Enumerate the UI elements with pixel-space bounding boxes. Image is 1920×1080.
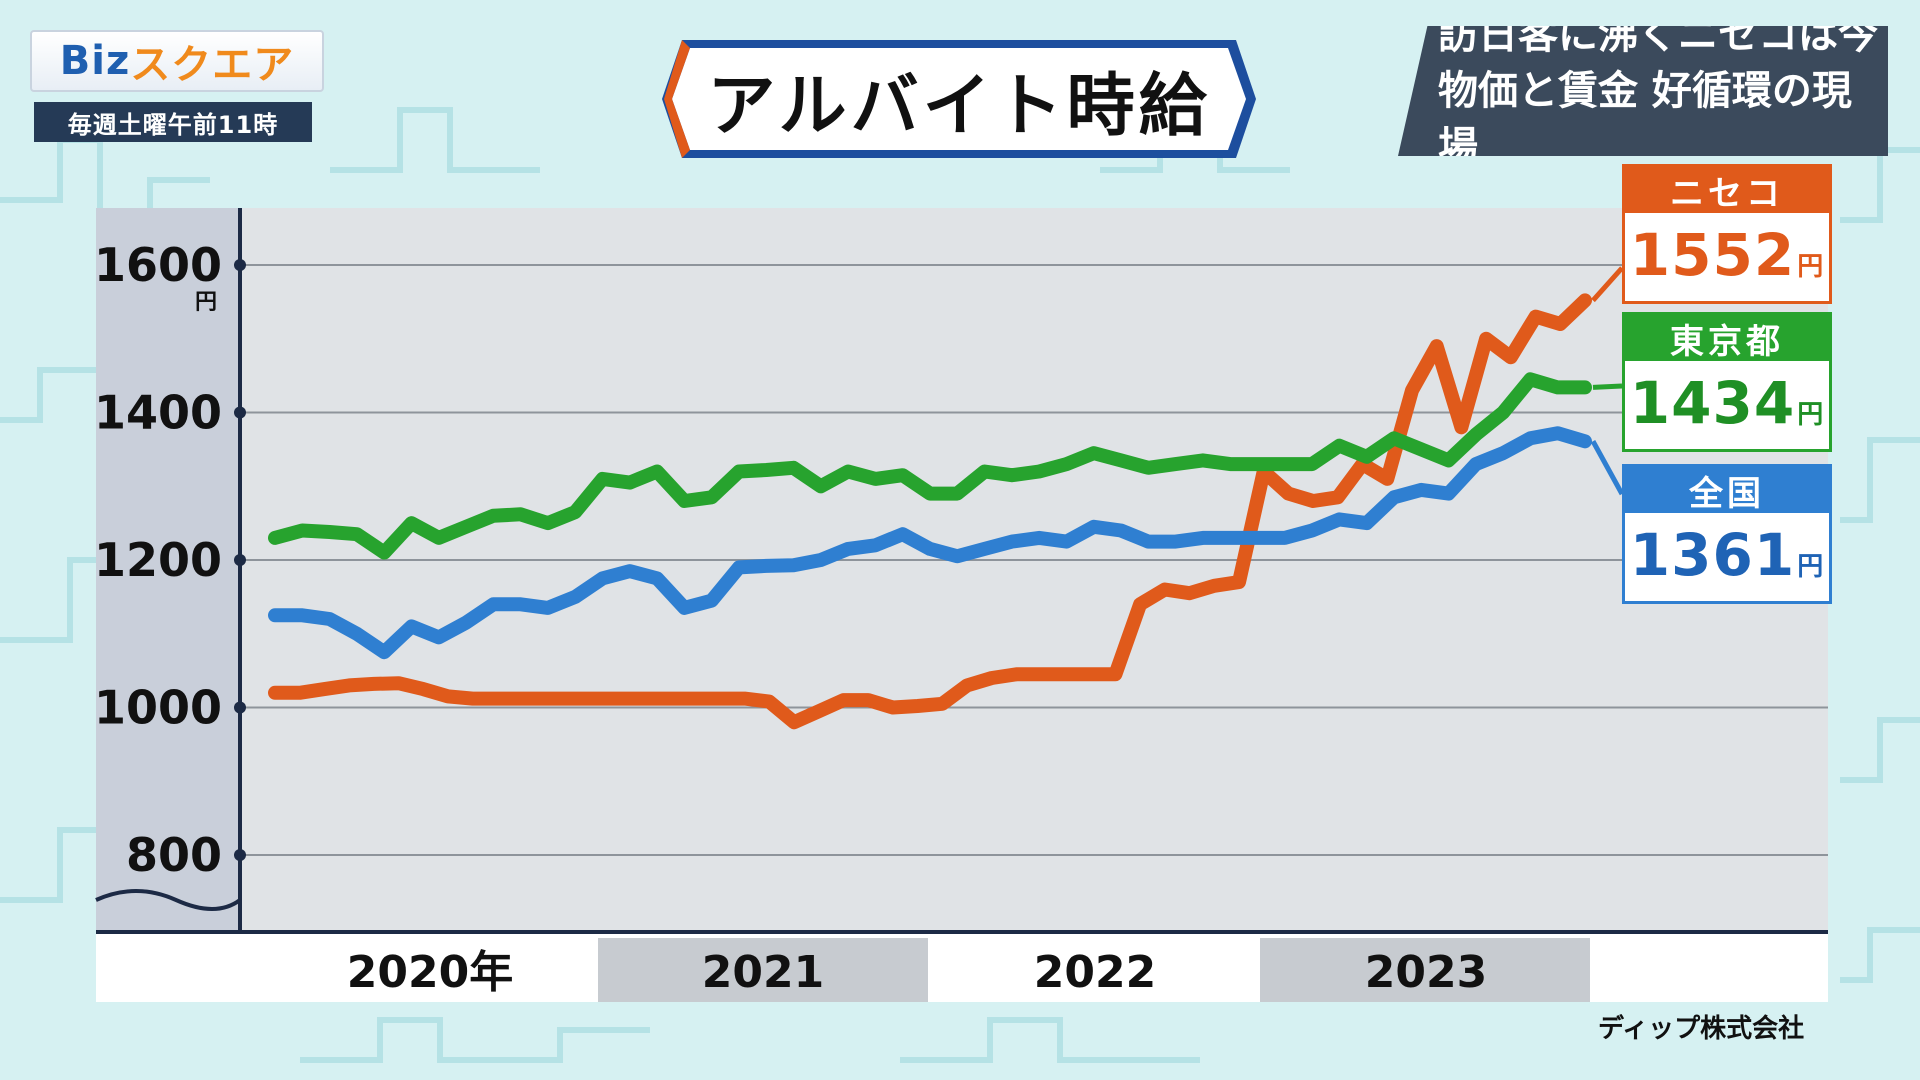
title-frame bbox=[662, 40, 1256, 158]
x-label-1: 2021 bbox=[702, 947, 824, 998]
x-band-2023 bbox=[1260, 938, 1590, 1002]
callout-national-name: 全国 bbox=[1625, 467, 1829, 514]
callout-tokyo: 東京都 1434 円 bbox=[1622, 312, 1832, 452]
program-logo: Biz スクエア bbox=[30, 30, 324, 92]
y-axis-panel bbox=[96, 208, 240, 930]
y-tick-dot-1200 bbox=[234, 554, 246, 566]
y-tick-label-1200: 1200 bbox=[94, 533, 222, 587]
axis-break bbox=[95, 889, 242, 911]
x-band-2021 bbox=[598, 938, 928, 1002]
callout-national-unit: 円 bbox=[1797, 552, 1825, 582]
callout-national-value: 1361 bbox=[1629, 521, 1796, 589]
y-tick-label-1600: 1600 bbox=[94, 238, 222, 292]
y-tick-dot-1400 bbox=[234, 406, 246, 419]
broadcast-schedule: 毎週土曜午前11時 bbox=[34, 102, 312, 142]
series-line-1 bbox=[268, 372, 1592, 560]
callout-national: 全国 1361 円 bbox=[1622, 464, 1832, 604]
logo-biz-text: Biz bbox=[59, 38, 131, 84]
y-tick-label-1000: 1000 bbox=[94, 681, 222, 735]
x-label-3: 2023 bbox=[1365, 947, 1487, 998]
callout-niseko-value: 1552 bbox=[1629, 221, 1796, 289]
connector-0 bbox=[1591, 266, 1624, 303]
callout-tokyo-value: 1434 bbox=[1629, 369, 1796, 437]
x-label-0: 2020年 bbox=[347, 947, 513, 998]
series-line-0 bbox=[268, 293, 1592, 730]
callout-tokyo-unit: 円 bbox=[1797, 400, 1825, 430]
y-tick-label-1400: 1400 bbox=[94, 386, 222, 440]
x-label-2: 2022 bbox=[1034, 947, 1156, 998]
data-source: ディップ株式会社 bbox=[1598, 1014, 1805, 1044]
callout-niseko-name: ニセコ bbox=[1625, 167, 1829, 214]
headline-line1: 訪日客に沸くニセコは今 bbox=[1438, 12, 1878, 58]
series-line-2 bbox=[268, 426, 1592, 660]
y-tick-dot-1000 bbox=[234, 701, 246, 714]
news-headline: 訪日客に沸くニセコは今 物価と賃金 好循環の現場 bbox=[1398, 26, 1888, 156]
headline-line2: 物価と賃金 好循環の現場 bbox=[1438, 68, 1852, 170]
y-unit-label: 円 bbox=[195, 290, 217, 315]
chart-title: アルバイト時給 bbox=[707, 66, 1211, 146]
logo-square-text: スクエア bbox=[130, 42, 295, 88]
y-tick-dot-800 bbox=[234, 849, 246, 861]
chart-title-banner: アルバイト時給 bbox=[660, 38, 1258, 160]
connector-2 bbox=[1590, 440, 1625, 496]
y-tick-label-800: 800 bbox=[126, 828, 222, 882]
callout-tokyo-name: 東京都 bbox=[1625, 315, 1829, 362]
callout-niseko-unit: 円 bbox=[1797, 252, 1825, 282]
callout-niseko: ニセコ 1552 円 bbox=[1622, 164, 1832, 304]
plot-background bbox=[240, 208, 1828, 930]
connector-1 bbox=[1592, 383, 1623, 390]
y-tick-dot-1600 bbox=[234, 259, 246, 271]
